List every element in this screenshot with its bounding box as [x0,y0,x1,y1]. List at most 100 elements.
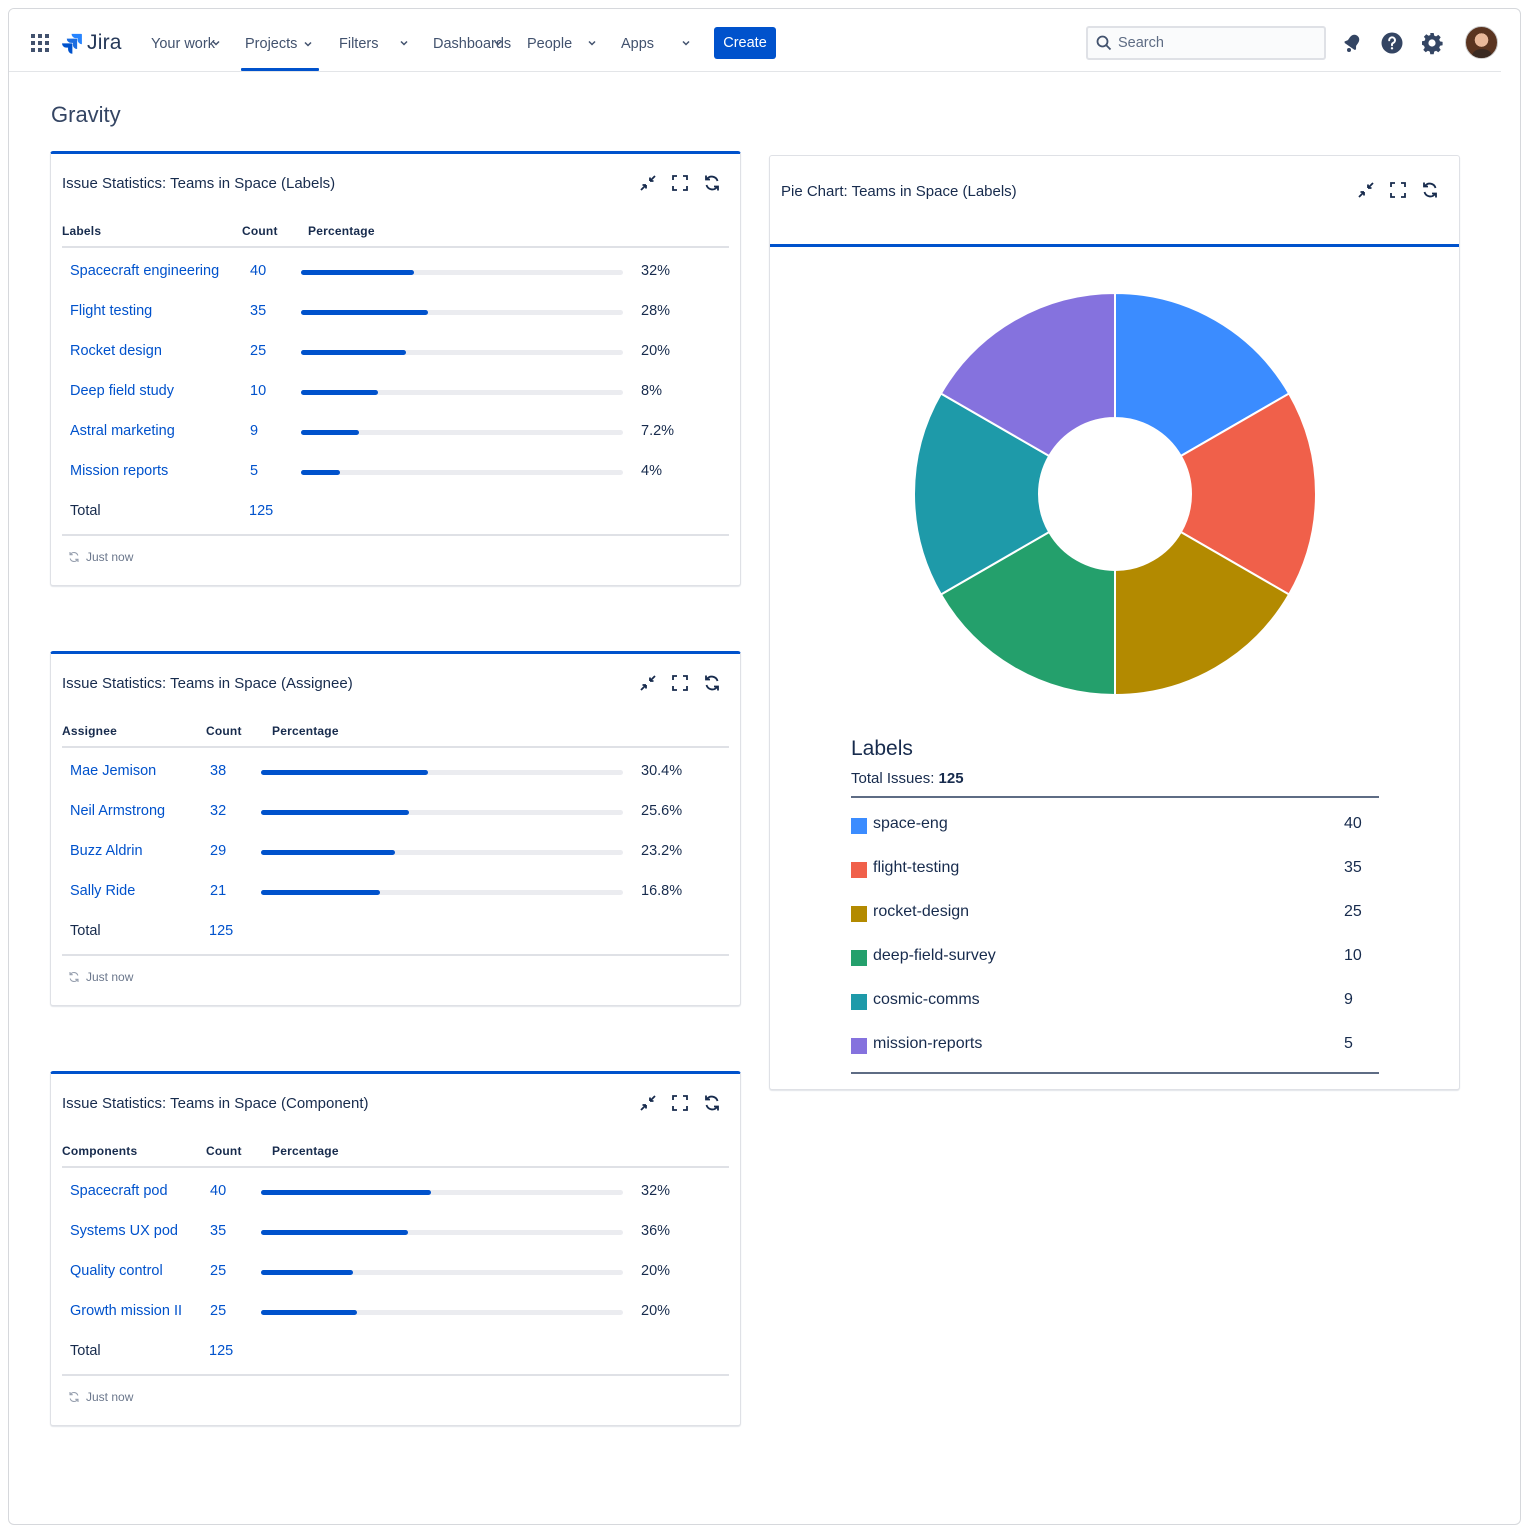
legend-label: deep-field-survey [873,947,996,964]
row-count-link[interactable]: 35 [250,303,267,319]
row-label-link[interactable]: Neil Armstrong [70,803,166,819]
row-label-link[interactable]: Systems UX pod [70,1223,178,1239]
minimize-icon[interactable] [1356,180,1376,200]
settings-gear-icon[interactable] [1420,31,1444,55]
notifications-icon[interactable] [1340,31,1364,55]
row-label-link[interactable]: Mission reports [70,463,169,479]
row-label-link[interactable]: Spacecraft engineering [70,263,220,279]
refresh-icon[interactable] [702,673,722,693]
nav-dashboards[interactable]: Dashboards [433,33,511,55]
row-count-link[interactable]: 21 [210,883,227,899]
row-label-link[interactable]: Rocket design [70,343,162,359]
percentage-bar [301,350,623,355]
percentage-bar-fill [261,1310,357,1315]
percentage-bar-fill [261,1190,432,1195]
legend-swatch [851,906,867,922]
chevron-down-icon[interactable] [587,38,597,48]
nav-active-indicator [241,68,319,71]
total-count-link[interactable]: 125 [209,1343,234,1359]
percentage-bar [261,1190,623,1195]
row-count-link[interactable]: 35 [210,1223,227,1239]
row-label-link[interactable]: Astral marketing [70,423,175,439]
row-count-link[interactable]: 25 [250,343,267,359]
minimize-icon[interactable] [638,1093,658,1113]
pie-slice-mission-reports[interactable] [939,292,1116,458]
table-row: Quality control 25 20% [70,1263,729,1285]
refresh-icon[interactable] [702,1093,722,1113]
pie-slice-cosmic-comms[interactable] [913,392,1051,596]
percentage-bar-fill [261,810,410,815]
row-count-link[interactable]: 10 [250,383,267,399]
legend-value: 25 [1344,903,1362,920]
jira-logo[interactable]: Jira [61,29,122,57]
row-label-link[interactable]: Growth mission II [70,1303,182,1319]
row-label-link[interactable]: Buzz Aldrin [70,843,143,859]
table-row: Flight testing 35 28% [70,303,729,325]
user-avatar[interactable] [1465,26,1498,59]
total-count-link[interactable]: 125 [249,503,274,519]
gadget-issue-stats-labels: Issue Statistics: Teams in Space (Labels… [50,151,741,586]
row-count-link[interactable]: 38 [210,763,227,779]
row-count-link[interactable]: 25 [210,1303,227,1319]
chevron-down-icon[interactable] [399,38,409,48]
legend-top-rule [851,796,1379,798]
chevron-down-icon [304,41,312,47]
row-count-link[interactable]: 5 [250,463,259,479]
row-count-link[interactable]: 40 [210,1183,227,1199]
legend-value: 40 [1344,815,1362,832]
row-percentage: 20% [641,1263,671,1279]
pie-slice-space-eng[interactable] [1114,292,1291,458]
col-header-assignee: Assignee [62,724,117,738]
row-label-link[interactable]: Sally Ride [70,883,136,899]
row-count-link[interactable]: 29 [210,843,227,859]
refresh-icon [69,1392,79,1402]
help-icon[interactable] [1380,31,1404,55]
row-label-link[interactable]: Mae Jemison [70,763,157,779]
percentage-bar-fill [301,350,406,355]
nav-people-label: People [527,36,573,52]
row-label-link[interactable]: Spacecraft pod [70,1183,168,1199]
gadget-actions [638,173,722,193]
nav-projects-label: Projects [245,36,298,52]
chevron-down-icon[interactable] [681,38,691,48]
row-label-link[interactable]: Flight testing [70,303,153,319]
row-count-link[interactable]: 25 [210,1263,227,1279]
row-count-link[interactable]: 32 [210,803,227,819]
table-row: Spacecraft engineering 40 32% [70,263,729,285]
legend-swatch [851,818,867,834]
maximize-icon[interactable] [670,173,690,193]
legend-label: cosmic-comms [873,991,980,1008]
minimize-icon[interactable] [638,673,658,693]
pie-slice-rocket-design[interactable] [1114,530,1291,696]
gadget-title: Issue Statistics: Teams in Space (Compon… [62,1095,369,1112]
row-percentage: 20% [641,1303,671,1319]
nav-your-work[interactable]: Your work [151,33,215,55]
row-count-link[interactable]: 9 [250,423,259,439]
col-header-percentage: Percentage [308,224,375,238]
pie-slice-deep-field-survey[interactable] [939,530,1116,696]
create-button[interactable]: Create [714,27,776,59]
refresh-icon[interactable] [1420,180,1440,200]
row-count-link[interactable]: 40 [250,263,267,279]
nav-people[interactable]: People [527,33,572,55]
chevron-down-icon[interactable] [493,38,503,48]
maximize-icon[interactable] [670,1093,690,1113]
refresh-icon[interactable] [702,173,722,193]
legend-swatch [851,994,867,1010]
pie-slice-flight-testing[interactable] [1179,392,1317,596]
search-input[interactable] [1118,35,1318,51]
maximize-icon[interactable] [670,673,690,693]
minimize-icon[interactable] [638,173,658,193]
row-percentage: 4% [641,463,662,479]
table-row: Growth mission II 25 20% [70,1303,729,1325]
app-switcher-icon[interactable] [31,34,49,52]
row-label-link[interactable]: Quality control [70,1263,163,1279]
total-count-link[interactable]: 125 [209,923,234,939]
nav-apps[interactable]: Apps [621,33,654,55]
nav-filters[interactable]: Filters [339,33,378,55]
row-label-link[interactable]: Deep field study [70,383,174,399]
chevron-down-icon[interactable] [211,38,221,48]
search-box[interactable] [1086,26,1326,60]
nav-projects[interactable]: Projects [245,33,313,55]
maximize-icon[interactable] [1388,180,1408,200]
